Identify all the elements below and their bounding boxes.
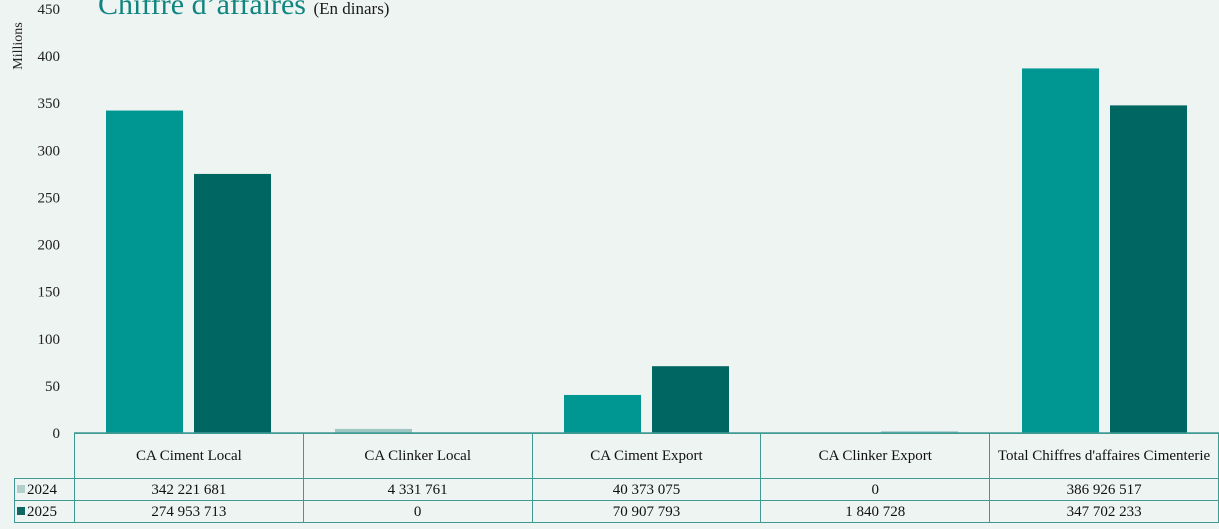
table-cell: 347 702 233 xyxy=(989,500,1219,523)
bar-2024-1 xyxy=(335,428,412,433)
table-cell: 342 221 681 xyxy=(73,478,304,501)
y-tick-label: 150 xyxy=(38,285,61,301)
bar-2025-3 xyxy=(881,431,958,433)
y-tick-label: 0 xyxy=(53,426,61,440)
table-cell: 274 953 713 xyxy=(73,500,304,523)
y-tick-label: 450 xyxy=(38,2,61,18)
data-table: CA Ciment Local CA Clinker Local CA Cime… xyxy=(14,433,1219,523)
legend-entry-2024: 2024 xyxy=(14,478,75,501)
bar-2024-2 xyxy=(564,394,641,433)
y-tick-label: 200 xyxy=(38,238,61,254)
bar-2025-0 xyxy=(194,173,271,433)
table-cell: 0 xyxy=(760,478,991,501)
y-tick-label: 300 xyxy=(38,143,61,159)
table-cell: 4 331 761 xyxy=(302,478,533,501)
legend-swatch-2024 xyxy=(17,484,25,493)
bar-chart: 0 50 100 150 200 250 300 350 400 450 Millions xyxy=(11,2,1219,440)
chart-title-text: Chiffre d’affaires xyxy=(98,0,306,21)
bars-group xyxy=(106,68,1187,434)
y-tick-label: 100 xyxy=(38,332,61,348)
y-tick-label: 50 xyxy=(45,379,60,395)
table-row-2025: 2025 274 953 713 0 70 907 793 1 840 728 … xyxy=(14,500,1219,523)
table-cell: 40 373 075 xyxy=(531,478,762,501)
y-axis-unit-label: Millions xyxy=(11,22,26,69)
bar-2024-4 xyxy=(1022,68,1099,434)
legend-entry-2025: 2025 xyxy=(14,500,75,523)
category-header-ciment-local: CA Ciment Local xyxy=(73,433,304,479)
chart-subtitle: (En dinars) xyxy=(313,0,390,18)
y-tick-label: 400 xyxy=(38,49,61,65)
table-cell: 0 xyxy=(302,500,533,523)
category-header-ciment-export: CA Ciment Export xyxy=(531,433,762,479)
category-header-total: Total Chiffres d'affaires Cimenterie xyxy=(989,433,1219,479)
bar-2025-2 xyxy=(652,366,729,433)
category-header-clinker-export: CA Clinker Export xyxy=(760,433,991,479)
legend-swatch-2025 xyxy=(17,506,25,515)
table-cell: 70 907 793 xyxy=(531,500,762,523)
chart-title: Chiffre d’affaires (En dinars) xyxy=(98,0,389,22)
y-tick-label: 250 xyxy=(38,190,61,206)
bar-2024-0 xyxy=(106,110,183,434)
table-corner-cell xyxy=(14,433,75,479)
table-header-row: CA Ciment Local CA Clinker Local CA Cime… xyxy=(14,433,1219,479)
legend-label-2024: 2024 xyxy=(27,481,57,498)
category-header-clinker-local: CA Clinker Local xyxy=(302,433,533,479)
y-axis: 0 50 100 150 200 250 300 350 400 450 xyxy=(38,2,61,440)
legend-label-2025: 2025 xyxy=(27,503,57,520)
table-row-2024: 2024 342 221 681 4 331 761 40 373 075 0 … xyxy=(14,478,1219,501)
bar-2025-4 xyxy=(1110,105,1187,433)
table-cell: 1 840 728 xyxy=(760,500,991,523)
y-tick-label: 350 xyxy=(38,96,61,112)
table-cell: 386 926 517 xyxy=(989,478,1219,501)
